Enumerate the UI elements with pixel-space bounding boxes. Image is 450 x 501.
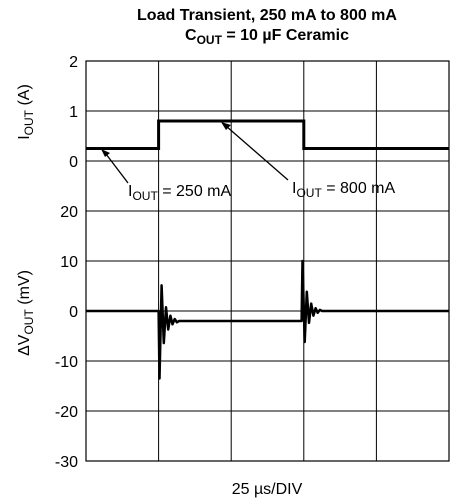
current-axis-label: IOUT (A) (16, 84, 36, 140)
y-tick-label: 1 (69, 104, 78, 121)
y-tick-label: 10 (60, 254, 78, 271)
voltage-tick-labels: 20 10 0 -10 -20 -30 (55, 204, 78, 471)
annotation-800-arrowhead (221, 122, 231, 130)
y-tick-label: 0 (69, 304, 78, 321)
voltage-axis-label: ΔVOUT (mV) (16, 270, 36, 356)
annotation-800: IOUT = 800 mA (292, 180, 396, 200)
x-axis-label: 25 µs/DIV (232, 481, 303, 498)
y-tick-label: -30 (55, 454, 78, 471)
annotation-800-arrow-line (225, 125, 289, 181)
y-tick-label: -10 (55, 354, 78, 371)
annotation-250: IOUT = 250 mA (128, 183, 232, 203)
current-tick-labels: 2 1 0 (69, 54, 78, 171)
chart-title-line1: Load Transient, 250 mA to 800 mA (137, 7, 397, 24)
voltage-trace (86, 259, 449, 380)
annotation-250-arrowhead (101, 149, 110, 157)
y-tick-label: 20 (60, 204, 78, 221)
y-tick-label: 2 (69, 54, 78, 71)
chart-title-line2: COUT = 10 µF Ceramic (185, 27, 349, 47)
y-tick-label: -20 (55, 404, 78, 421)
annotation-250-arrow-line (105, 153, 129, 184)
current-trace (86, 119, 449, 150)
y-tick-label: 0 (69, 154, 78, 171)
